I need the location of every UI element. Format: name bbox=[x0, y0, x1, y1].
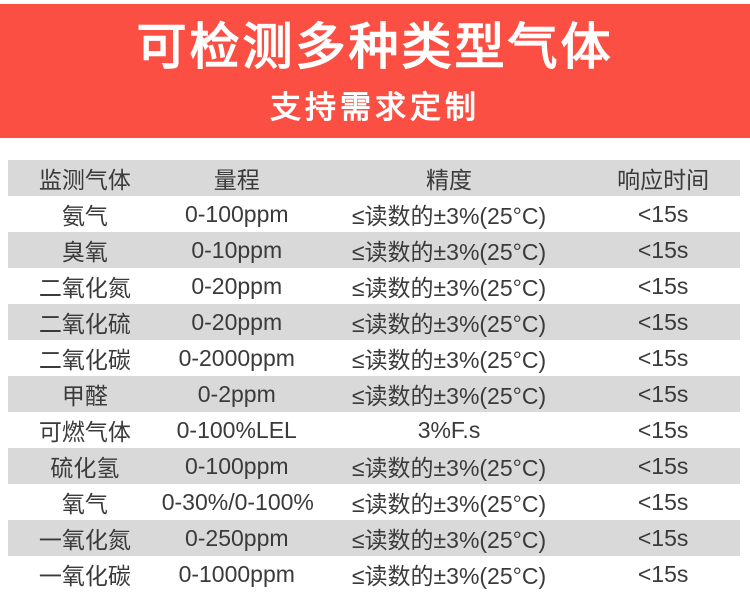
table-row: 硫化氢 0-100ppm ≤读数的±3%(25°C) <15s bbox=[8, 448, 740, 484]
table-row: 二氧化氮 0-20ppm ≤读数的±3%(25°C) <15s bbox=[8, 268, 740, 304]
cell-gas: 氧气 bbox=[61, 491, 108, 517]
cell-accuracy: ≤读数的±3%(25°C) bbox=[351, 275, 547, 301]
page-subtitle: 支持需求定制 bbox=[270, 90, 480, 125]
table-row: 二氧化碳 0-2000ppm ≤读数的±3%(25°C) <15s bbox=[8, 340, 740, 376]
page-title: 可检测多种类型气体 bbox=[136, 19, 614, 75]
cell-range: 0-2ppm bbox=[197, 380, 276, 407]
column-header-accuracy: 精度 bbox=[426, 167, 473, 193]
cell-accuracy: ≤读数的±3%(25°C) bbox=[351, 239, 547, 265]
cell-range: 0-1000ppm bbox=[178, 560, 295, 587]
cell-gas: 二氧化碳 bbox=[38, 347, 131, 373]
cell-range: 0-250ppm bbox=[184, 524, 289, 551]
cell-accuracy: ≤读数的±3%(25°C) bbox=[351, 383, 547, 409]
column-header-response-time: 响应时间 bbox=[617, 167, 710, 193]
cell-range: 0-100ppm bbox=[184, 200, 289, 227]
cell-accuracy: ≤读数的±3%(25°C) bbox=[351, 527, 547, 553]
cell-response-time: <15s bbox=[637, 308, 689, 335]
cell-gas: 二氧化硫 bbox=[38, 311, 131, 337]
column-header-range: 量程 bbox=[213, 167, 260, 193]
cell-range: 0-30%/0-100% bbox=[161, 488, 314, 515]
cell-response-time: <15s bbox=[637, 272, 689, 299]
cell-accuracy: ≤读数的±3%(25°C) bbox=[351, 491, 547, 517]
cell-range: 0-100ppm bbox=[184, 452, 289, 479]
cell-range: 0-10ppm bbox=[191, 236, 283, 263]
cell-gas: 二氧化氮 bbox=[38, 275, 131, 301]
cell-response-time: <15s bbox=[637, 488, 689, 515]
cell-accuracy: ≤读数的±3%(25°C) bbox=[351, 563, 547, 589]
cell-response-time: <15s bbox=[637, 200, 689, 227]
header-banner: 可检测多种类型气体 支持需求定制 bbox=[0, 4, 750, 138]
cell-range: 0-100%LEL bbox=[176, 416, 297, 443]
cell-gas: 硫化氢 bbox=[50, 455, 120, 481]
cell-accuracy: ≤读数的±3%(25°C) bbox=[351, 347, 547, 373]
cell-response-time: <15s bbox=[637, 560, 689, 587]
cell-response-time: <15s bbox=[637, 380, 689, 407]
cell-response-time: <15s bbox=[637, 236, 689, 263]
table-row: 一氧化氮 0-250ppm ≤读数的±3%(25°C) <15s bbox=[8, 520, 740, 556]
cell-gas: 氨气 bbox=[61, 203, 108, 229]
cell-response-time: <15s bbox=[637, 344, 689, 371]
table-row: 一氧化碳 0-1000ppm ≤读数的±3%(25°C) <15s bbox=[8, 556, 740, 592]
cell-response-time: <15s bbox=[637, 452, 689, 479]
cell-gas: 臭氧 bbox=[61, 239, 108, 265]
cell-range: 0-20ppm bbox=[191, 308, 283, 335]
cell-gas: 一氧化碳 bbox=[38, 563, 131, 589]
table-row: 甲醛 0-2ppm ≤读数的±3%(25°C) <15s bbox=[8, 376, 740, 412]
cell-range: 0-20ppm bbox=[191, 272, 283, 299]
cell-gas: 可燃气体 bbox=[38, 419, 131, 445]
cell-accuracy: ≤读数的±3%(25°C) bbox=[351, 203, 547, 229]
column-header-gas: 监测气体 bbox=[38, 167, 131, 193]
table-row: 二氧化硫 0-20ppm ≤读数的±3%(25°C) <15s bbox=[8, 304, 740, 340]
cell-gas: 甲醛 bbox=[61, 383, 108, 409]
table-row: 氨气 0-100ppm ≤读数的±3%(25°C) <15s bbox=[8, 196, 740, 232]
cell-gas: 一氧化氮 bbox=[38, 527, 131, 553]
cell-accuracy: 3%F.s bbox=[417, 416, 481, 443]
table-row: 可燃气体 0-100%LEL 3%F.s <15s bbox=[8, 412, 740, 448]
cell-range: 0-2000ppm bbox=[178, 344, 295, 371]
gas-spec-table: 监测气体 量程 精度 响应时间 氨气 0-100ppm ≤读数的±3%(25°C… bbox=[8, 160, 740, 592]
cell-accuracy: ≤读数的±3%(25°C) bbox=[351, 311, 547, 337]
cell-accuracy: ≤读数的±3%(25°C) bbox=[351, 455, 547, 481]
table-row: 臭氧 0-10ppm ≤读数的±3%(25°C) <15s bbox=[8, 232, 740, 268]
cell-response-time: <15s bbox=[637, 416, 689, 443]
table-row: 氧气 0-30%/0-100% ≤读数的±3%(25°C) <15s bbox=[8, 484, 740, 520]
table-header-row: 监测气体 量程 精度 响应时间 bbox=[8, 160, 740, 196]
cell-response-time: <15s bbox=[637, 524, 689, 551]
